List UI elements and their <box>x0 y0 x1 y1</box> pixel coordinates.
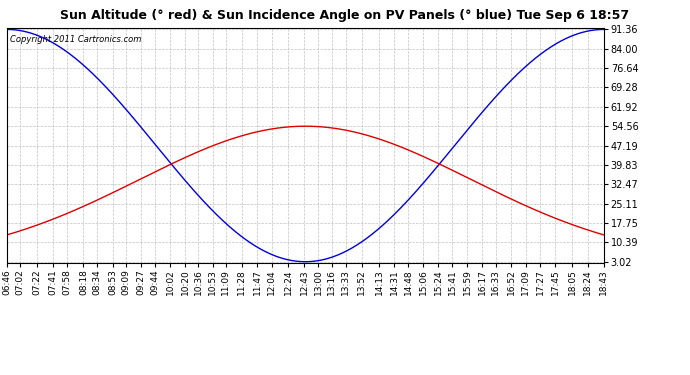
Text: Copyright 2011 Cartronics.com: Copyright 2011 Cartronics.com <box>10 35 141 44</box>
Text: Sun Altitude (° red) & Sun Incidence Angle on PV Panels (° blue) Tue Sep 6 18:57: Sun Altitude (° red) & Sun Incidence Ang… <box>61 9 629 22</box>
